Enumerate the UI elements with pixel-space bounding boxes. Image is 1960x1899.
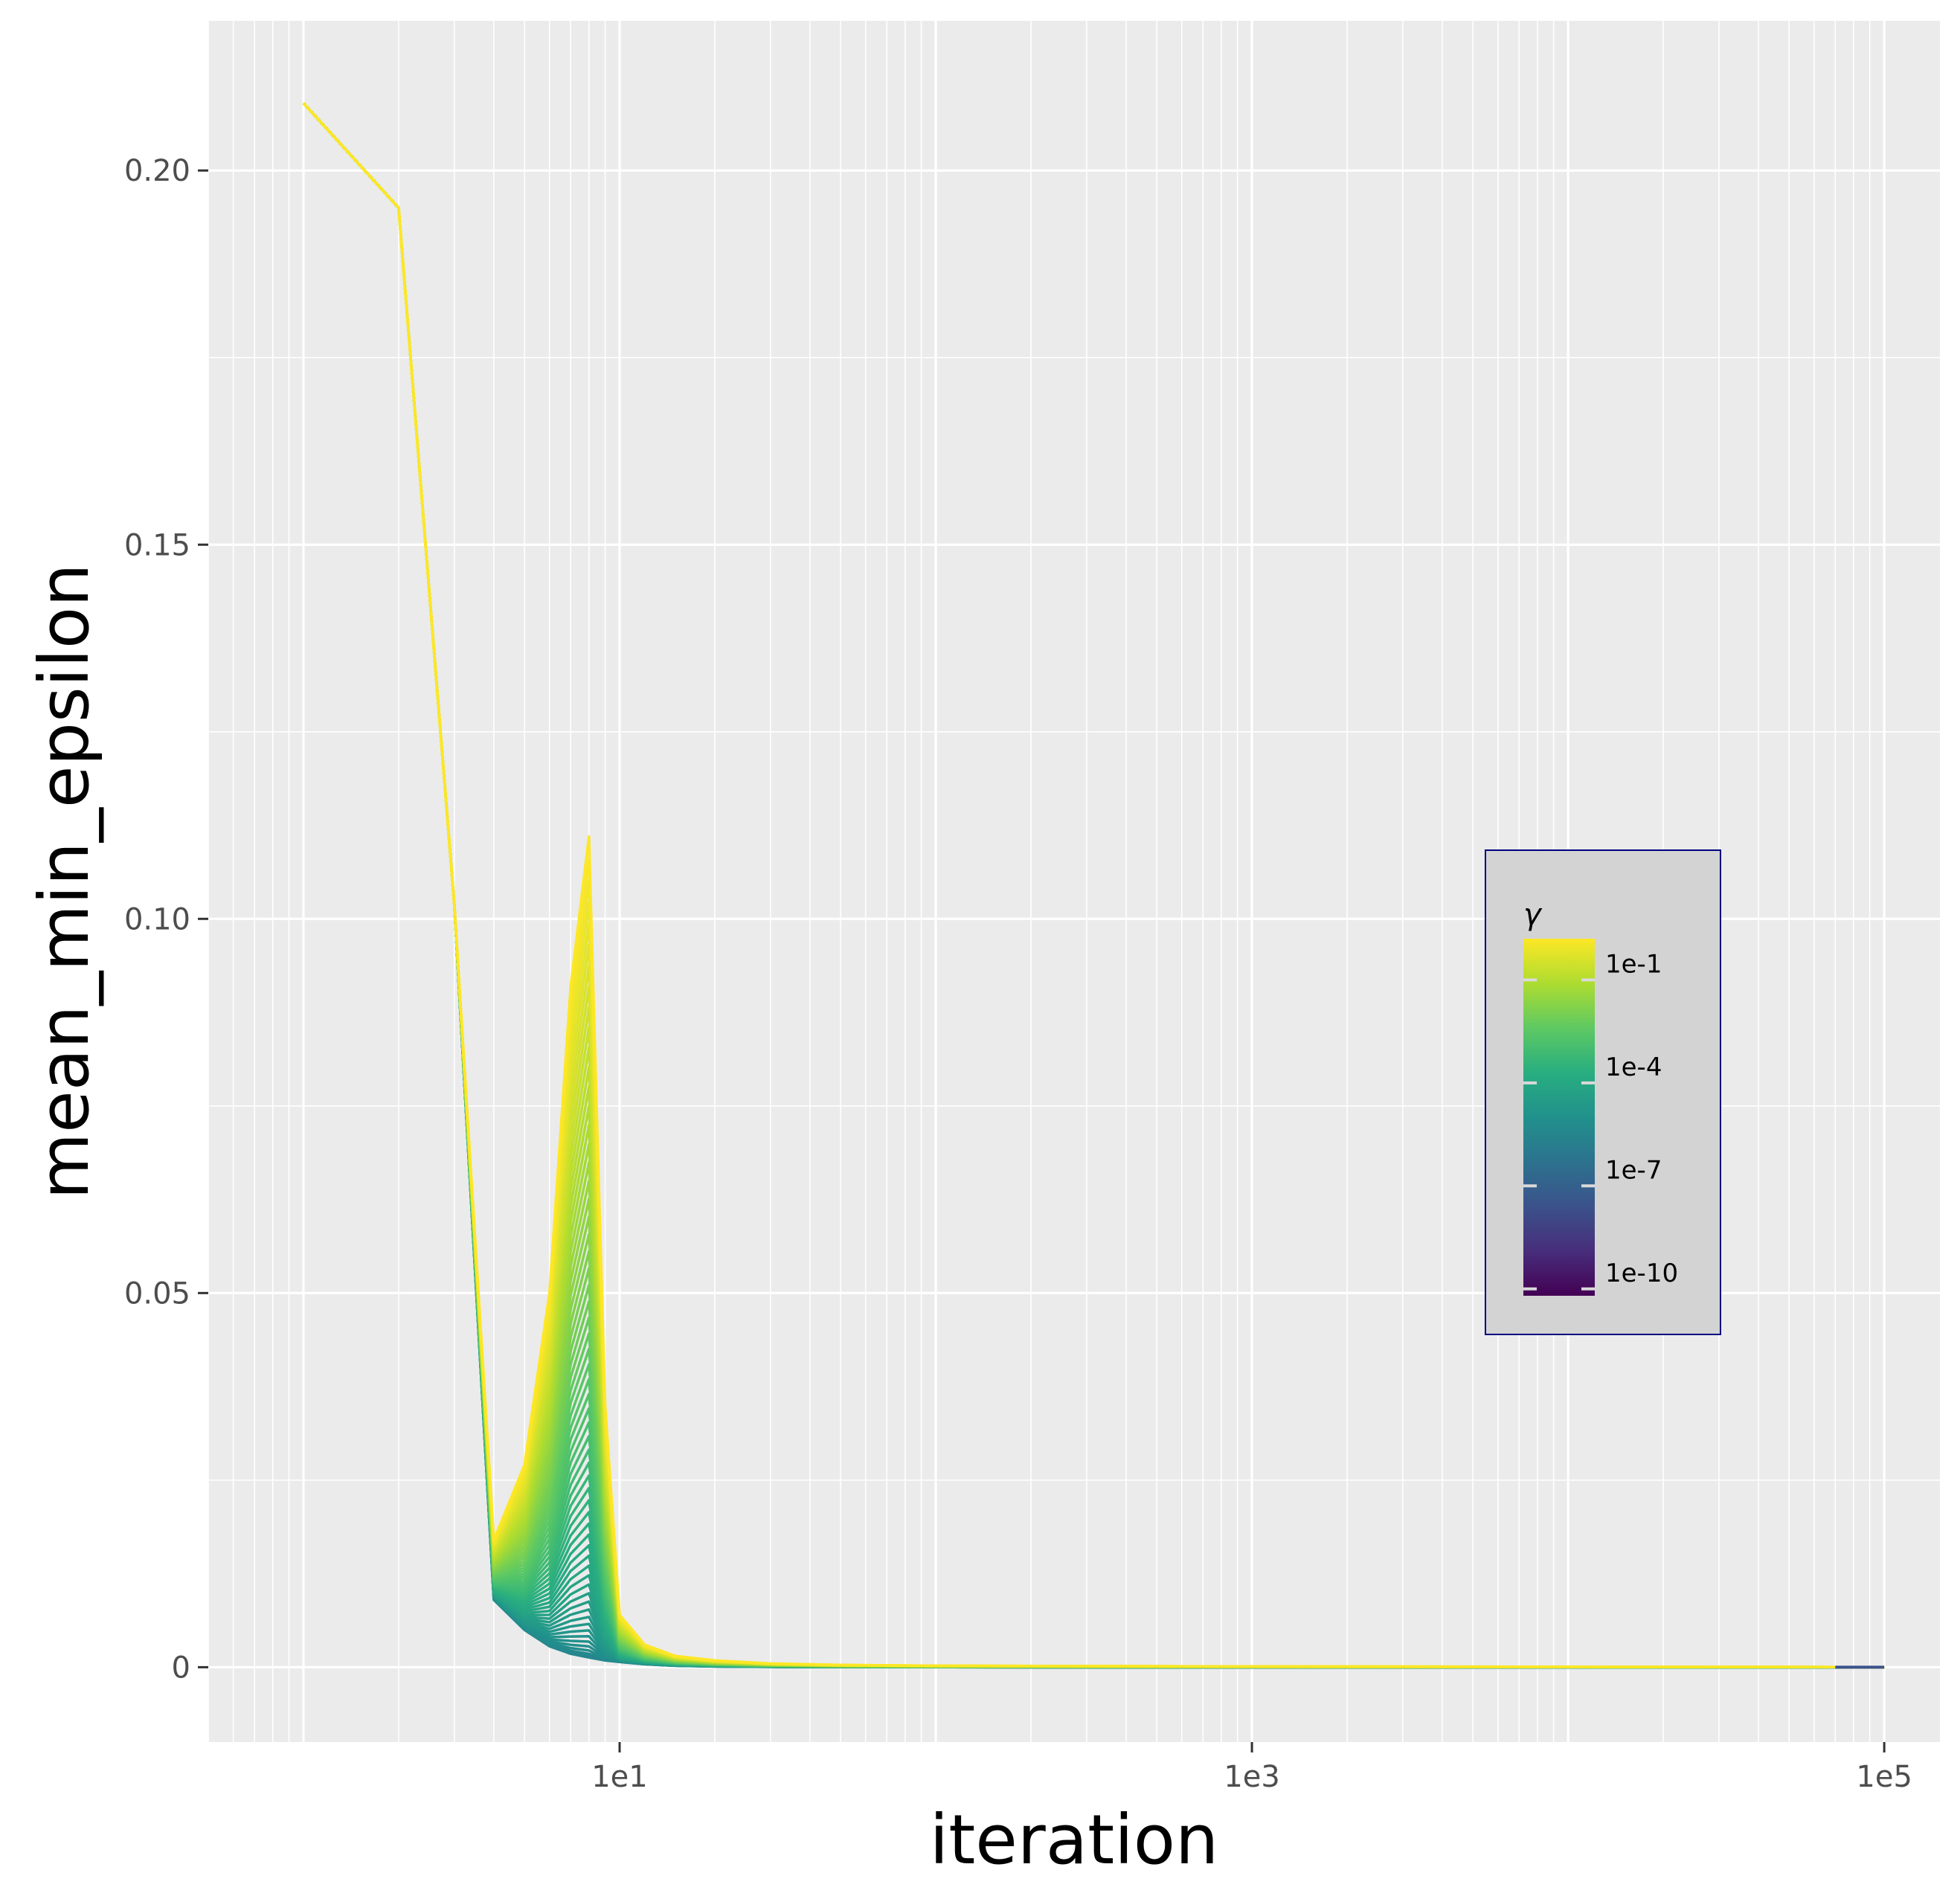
legend-title: γ [1523, 898, 1543, 932]
legend-label: 1e-1 [1605, 949, 1662, 979]
x-tick-label: 1e5 [1856, 1760, 1912, 1794]
legend-label: 1e-4 [1605, 1053, 1662, 1082]
y-tick-label: 0.10 [124, 902, 190, 936]
y-tick-label: 0.15 [124, 528, 190, 562]
y-axis-title: mean_min_epsilon [25, 563, 104, 1199]
y-tick-label: 0 [172, 1651, 190, 1685]
legend: γ 1e-1 1e-4 1e-7 1e-10 [1485, 849, 1721, 1335]
y-axis: 0 0.05 0.10 0.15 0.20 [124, 154, 208, 1685]
x-tick-label: 1e3 [1224, 1760, 1280, 1794]
legend-box [1485, 849, 1721, 1335]
x-axis-title: iteration [930, 1800, 1219, 1880]
series-line [302, 102, 1885, 1669]
legend-ticks: 1e-1 1e-4 1e-7 1e-10 [1523, 949, 1678, 1291]
legend-colorbar [1523, 939, 1595, 1296]
y-tick-label: 0.20 [124, 154, 190, 188]
x-tick-label: 1e1 [591, 1760, 648, 1794]
x-axis: 1e1 1e3 1e5 [591, 1742, 1912, 1794]
y-tick-label: 0.05 [124, 1276, 190, 1311]
legend-label: 1e-10 [1605, 1259, 1678, 1288]
data-lines [302, 102, 1885, 1669]
legend-label: 1e-7 [1605, 1155, 1662, 1185]
